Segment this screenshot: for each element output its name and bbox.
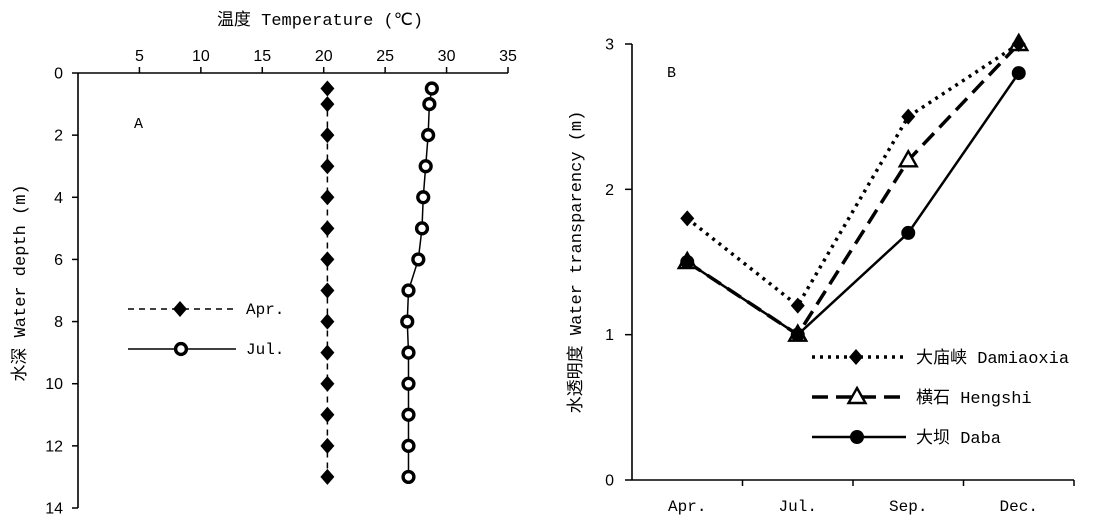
legend-apr-label: Apr.: [246, 301, 284, 319]
legend-hengshi-triangle-marker: [846, 385, 868, 405]
panel-a-jul-point: [422, 96, 437, 112]
panel-a-jul-point: [414, 221, 430, 236]
panel-a-x-tick-label-35: 35: [499, 48, 517, 65]
panel-a-x-axis-title: 温度 Temperature (℃): [217, 10, 423, 31]
panel-b-y-tick-label-1: 1: [605, 327, 614, 344]
panel-a-x-tick-label-15: 15: [253, 48, 271, 65]
panel-b-category-label-jul: Jul.: [779, 498, 817, 516]
panel-a-jul-point: [411, 252, 426, 267]
panel-a-label: A: [134, 116, 143, 133]
panel-a-jul-point: [416, 190, 431, 205]
panel-b-series-damiaoxia-line: [686, 42, 1020, 308]
panel-b-series-hengshi-line: [686, 42, 1021, 337]
panel-a-jul-point: [424, 81, 439, 96]
panel-a-jul-point: [401, 469, 416, 485]
panel-a-y-tick-label-4: 4: [54, 190, 63, 207]
panel-a-x-tick-label-10: 10: [192, 48, 210, 65]
panel-a-apr-point: [320, 406, 335, 423]
panel-b-daba-point-apr: [680, 255, 695, 269]
panel-a-jul-point: [401, 438, 416, 453]
panel-a-jul-point: [401, 345, 416, 360]
panel-b-legend: 大庙峡 Damiaoxia 横石 Hengshi 大坝 Daba: [812, 348, 1069, 449]
panel-a-apr-point: [320, 375, 335, 392]
panel-b-y-tick-label-2: 2: [605, 182, 614, 199]
panel-b-water-transparency: 水透明度 Water transparency (m) B 0 1 2 3 Apr. Ju…: [566, 32, 1075, 516]
panel-a-apr-point: [320, 437, 335, 454]
panel-a-jul-point: [401, 283, 416, 298]
panel-a-apr-point: [320, 220, 335, 237]
legend-daba-circle-marker: [850, 430, 864, 444]
panel-a-x-tick-label-30: 30: [438, 48, 456, 65]
panel-a-apr-point: [320, 313, 335, 330]
panel-a-y-tick-label-6: 6: [54, 252, 63, 269]
legend-item-apr: Apr.: [128, 301, 284, 319]
panel-a-apr-point: [320, 282, 335, 299]
panel-a-y-tick-label-10: 10: [45, 376, 63, 393]
panel-a-jul-point: [418, 159, 433, 174]
panel-b-damiaoxia-point-sep: [901, 108, 916, 125]
panel-a-temperature-profile: 温度 Temperature (℃) 水深 Water depth (m) A …: [10, 10, 517, 518]
panel-b-y-tick-label-3: 3: [605, 37, 614, 54]
panel-a-apr-point: [320, 251, 335, 268]
panel-a-jul-point: [401, 407, 416, 422]
panel-b-damiaoxia-point-jul: [790, 297, 805, 314]
panel-a-apr-point: [320, 80, 335, 97]
panel-b-series-daba-line: [686, 72, 1020, 336]
panel-a-jul-point: [400, 314, 415, 329]
panel-b-damiaoxia-point-dec: [1011, 36, 1026, 52]
panel-b-daba-point-sep: [901, 225, 916, 240]
legend-item-hengshi: 横石 Hengshi: [812, 385, 1032, 409]
panel-a-x-tick-label-20: 20: [315, 48, 333, 65]
panel-a-y-tick-label-12: 12: [45, 438, 63, 455]
panel-a-ticks: 5 10 15 20 25 30 35 0 2 4 6 8 10 12 14: [45, 48, 517, 518]
panel-b-damiaoxia-point-apr: [680, 210, 695, 227]
panel-a-x-tick-label-25: 25: [376, 48, 394, 65]
legend-hengshi-label: 横石 Hengshi: [916, 388, 1032, 409]
panel-b-category-label-apr: Apr.: [668, 498, 706, 516]
legend-jul-circle-marker: [173, 341, 189, 357]
panel-b-y-axis-title: 水透明度 Water transparency (m): [566, 111, 587, 414]
panel-a-x-tick-label-5: 5: [135, 48, 144, 65]
panel-a-apr-point: [320, 158, 335, 175]
panel-a-apr-point: [320, 189, 335, 206]
panel-a-jul-point: [421, 128, 436, 143]
legend-damiaoxia-diamond-marker: [849, 349, 863, 365]
panel-a-y-axis-title: 水深 Water depth (m): [10, 184, 31, 381]
legend-item-daba: 大坝 Daba: [812, 428, 1001, 449]
legend-item-jul: Jul.: [128, 341, 284, 359]
panel-a-y-tick-label-8: 8: [54, 314, 63, 331]
panel-b-category-label-sep: Sep.: [889, 498, 927, 516]
legend-damiaoxia-label: 大庙峡 Damiaoxia: [916, 348, 1069, 369]
panel-b-label: B: [667, 65, 676, 82]
panel-a-jul-point: [401, 376, 416, 391]
panel-b-daba-point-dec: [1011, 66, 1026, 81]
panel-b-hengshi-point-sep: [897, 148, 919, 168]
panel-b-ticks: 0 1 2 3 Apr. Jul. Sep. Dec.: [605, 37, 1075, 516]
panel-a-apr-point: [320, 468, 335, 485]
panel-a-apr-point: [320, 127, 335, 144]
panel-a-y-tick-label-14: 14: [45, 501, 63, 518]
panel-a-series: [320, 80, 439, 485]
legend-item-damiaoxia: 大庙峡 Damiaoxia: [812, 348, 1069, 369]
panel-a-y-tick-label-0: 0: [54, 66, 63, 83]
panel-a-apr-point: [320, 96, 335, 113]
panel-a-apr-point: [320, 344, 335, 361]
panel-b-category-label-dec: Dec.: [1000, 498, 1038, 516]
panel-a-y-tick-label-2: 2: [54, 128, 63, 145]
panel-b-series: [676, 32, 1030, 342]
panel-a-legend: Apr. Jul.: [128, 301, 284, 359]
legend-daba-label: 大坝 Daba: [916, 428, 1001, 449]
legend-apr-diamond-marker: [173, 301, 187, 317]
panel-b-daba-point-jul: [790, 327, 805, 342]
legend-jul-label: Jul.: [246, 341, 284, 359]
panel-b-y-tick-label-0: 0: [605, 473, 614, 490]
